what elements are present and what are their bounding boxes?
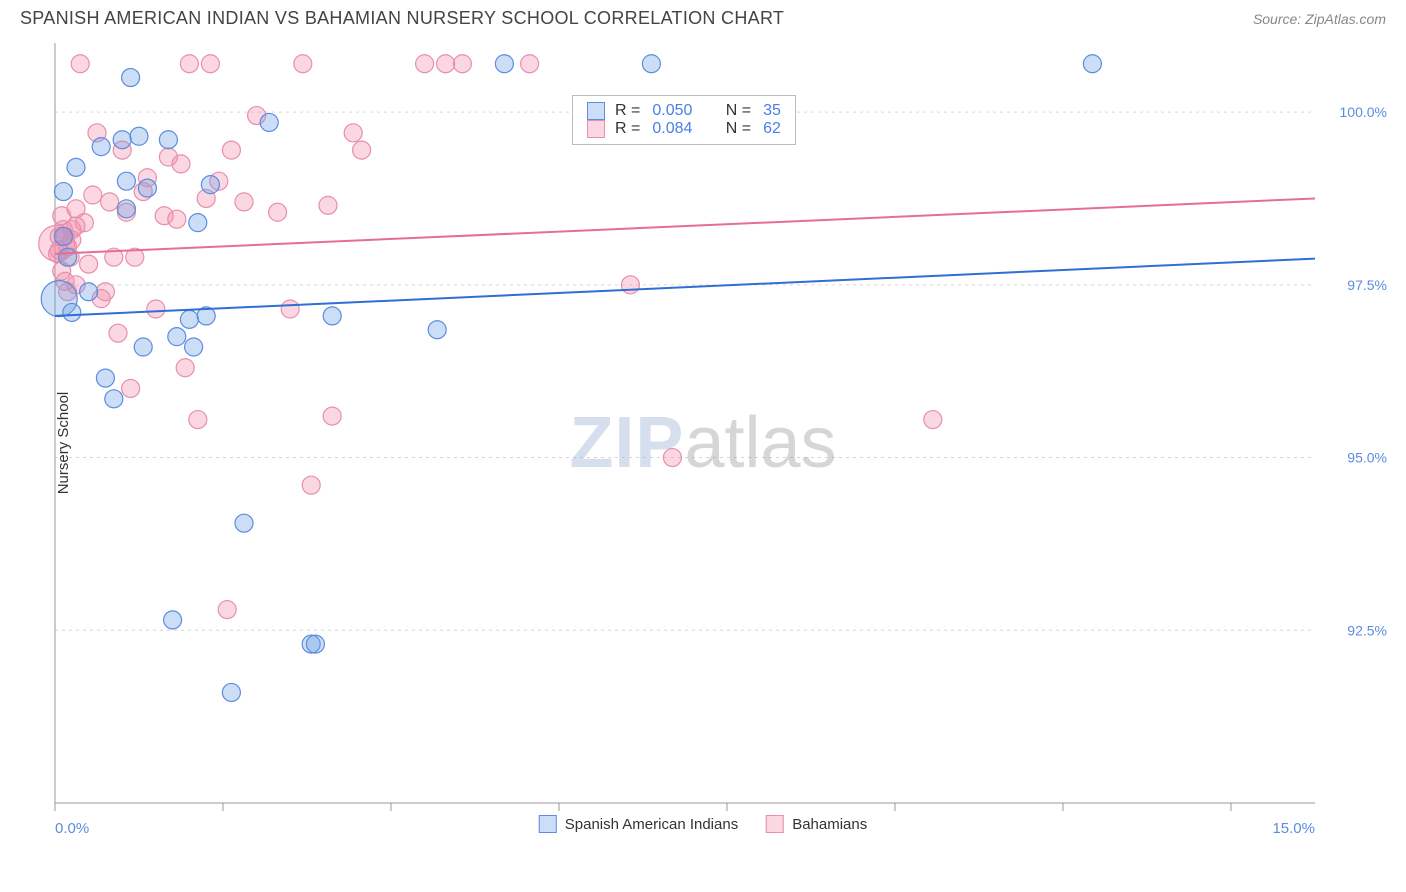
legend-item: Bahamians: [766, 815, 867, 833]
svg-text:97.5%: 97.5%: [1347, 277, 1387, 293]
chart-title: SPANISH AMERICAN INDIAN VS BAHAMIAN NURS…: [20, 8, 784, 29]
chart-area: Nursery School 92.5% 95.0% 97.5% 100.0% 0.0%…: [0, 33, 1406, 853]
legend-swatch: [587, 120, 605, 138]
y-axis-label: Nursery School: [55, 392, 72, 495]
source-attribution: Source: ZipAtlas.com: [1253, 11, 1386, 27]
legend-swatch: [766, 815, 784, 833]
svg-text:95.0%: 95.0%: [1347, 450, 1387, 466]
legend-label: Bahamians: [792, 816, 867, 833]
r-legend-row: R = 0.084 N = 62: [587, 120, 781, 138]
svg-text:0.0%: 0.0%: [55, 820, 89, 837]
legend-swatch: [539, 815, 557, 833]
correlation-legend: R = 0.050 N = 35R = 0.084 N = 62: [572, 95, 796, 145]
series-legend: Spanish American Indians Bahamians: [539, 815, 867, 833]
legend-swatch: [587, 102, 605, 120]
r-legend-row: R = 0.050 N = 35: [587, 102, 781, 120]
legend-label: Spanish American Indians: [565, 816, 738, 833]
scatter-chart-svg: 92.5% 95.0% 97.5% 100.0% 0.0% 15.0%: [0, 33, 1406, 853]
svg-text:15.0%: 15.0%: [1272, 820, 1315, 837]
legend-item: Spanish American Indians: [539, 815, 738, 833]
svg-text:100.0%: 100.0%: [1340, 104, 1387, 120]
svg-text:92.5%: 92.5%: [1347, 622, 1387, 638]
